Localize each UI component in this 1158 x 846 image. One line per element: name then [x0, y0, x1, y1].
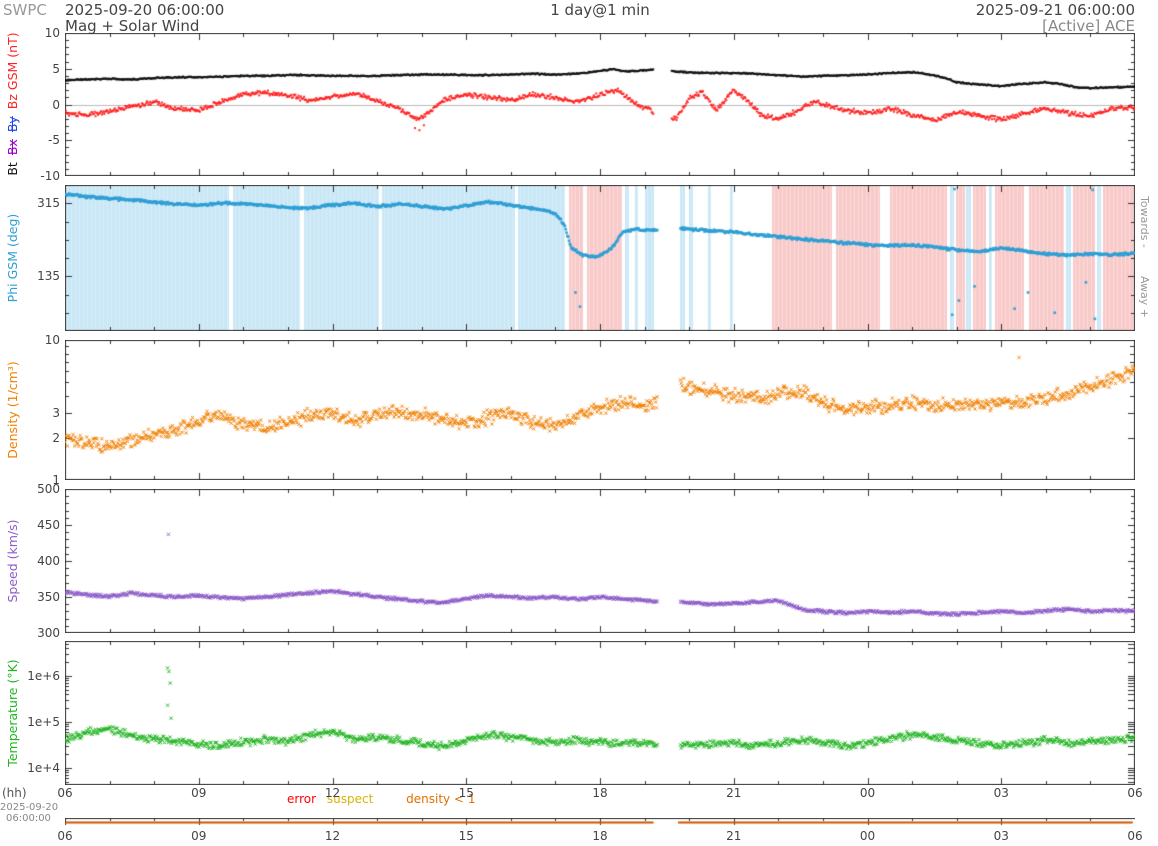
density-y-tick-label: 10 — [44, 333, 60, 347]
mag-y-tick-label: 0 — [52, 97, 60, 112]
x-tick-label-strip: 06 — [1127, 829, 1143, 843]
density-plot-canvas — [65, 340, 1135, 480]
phi-y-tick-label: 315 — [37, 196, 60, 211]
temp-y-tick-label: 1e+5 — [27, 714, 60, 729]
x-tick-label-strip: 06 — [57, 829, 73, 843]
mag-y-tick-label: 5 — [52, 61, 60, 76]
footer-start-time: 06:00:00 — [6, 813, 51, 824]
x-tick-label: 00 — [859, 786, 876, 800]
footer-start-date: 2025-09-20 — [0, 802, 59, 813]
density-y-tick-label: 2 — [52, 430, 60, 445]
speed-plot-canvas — [65, 489, 1135, 633]
end-datetime: 2025-09-21 06:00:00 — [975, 1, 1135, 19]
plot-title: Mag + Solar Wind — [65, 17, 200, 35]
density-y-tick-label: 1 — [52, 473, 60, 487]
mag-plot-canvas — [65, 33, 1135, 176]
away-sector-label: Away + — [1138, 252, 1152, 342]
temp-y-tick-label: 1e+6 — [27, 669, 60, 683]
x-tick-label: 06 — [1127, 786, 1143, 800]
legend-error: error — [287, 792, 317, 806]
x-tick-label: 18 — [592, 786, 608, 800]
x-tick-label-strip: 21 — [726, 829, 742, 843]
legend-density-lt-1: density < 1 — [406, 792, 476, 806]
data-source-label: [Active] ACE — [1042, 17, 1135, 35]
phi-y-tick-label: 135 — [37, 269, 60, 284]
x-tick-label-strip: 18 — [592, 829, 608, 843]
towards-label-text: Towards - — [1138, 196, 1152, 248]
temp-plot-canvas — [65, 641, 1135, 785]
phi-label-text: Phi GSM (deg) — [4, 213, 20, 303]
speed-y-tick-label: 400 — [37, 554, 60, 568]
x-tick-label: 03 — [993, 786, 1009, 800]
by-label[interactable]: By — [4, 116, 20, 133]
swpc-logo: SWPC — [3, 1, 47, 19]
x-tick-label-strip: 03 — [993, 829, 1009, 843]
x-tick-label: 21 — [726, 786, 742, 800]
cadence-label: 1 day@1 min — [550, 1, 650, 19]
temp-y-tick-label: 1e+4 — [27, 760, 60, 775]
density-y-tick-label: 3 — [52, 406, 60, 421]
x-tick-label-strip: 12 — [324, 829, 341, 843]
away-label-text: Away + — [1138, 275, 1152, 319]
speed-y-tick-label: 500 — [37, 482, 60, 496]
mag-y-tick-label: -5 — [48, 133, 60, 148]
x-tick-label-strip: 15 — [458, 829, 474, 843]
x-tick-label-strip: 09 — [191, 829, 207, 843]
x-tick-label-strip: 00 — [859, 829, 876, 843]
x-tick-label: 09 — [191, 786, 207, 800]
x-tick-label: 06 — [57, 786, 73, 800]
x-tick-label: 12 — [324, 786, 341, 800]
speed-y-tick-label: 450 — [37, 518, 60, 532]
speed-y-tick-label: 350 — [37, 590, 60, 604]
mag-y-tick-label: 10 — [44, 26, 60, 40]
speed-y-tick-label: 300 — [37, 626, 60, 640]
timeline-strip-canvas — [65, 818, 1135, 830]
x-tick-label: 15 — [458, 786, 474, 800]
x-axis-unit-label: (hh) — [2, 786, 27, 800]
start-datetime: 2025-09-20 06:00:00 — [65, 1, 225, 19]
phi-plot-canvas — [65, 185, 1135, 331]
mag-y-tick-label: -10 — [40, 169, 60, 183]
legend-suspect: suspect — [326, 792, 374, 806]
quality-legend: error suspect density < 1 — [287, 792, 482, 806]
